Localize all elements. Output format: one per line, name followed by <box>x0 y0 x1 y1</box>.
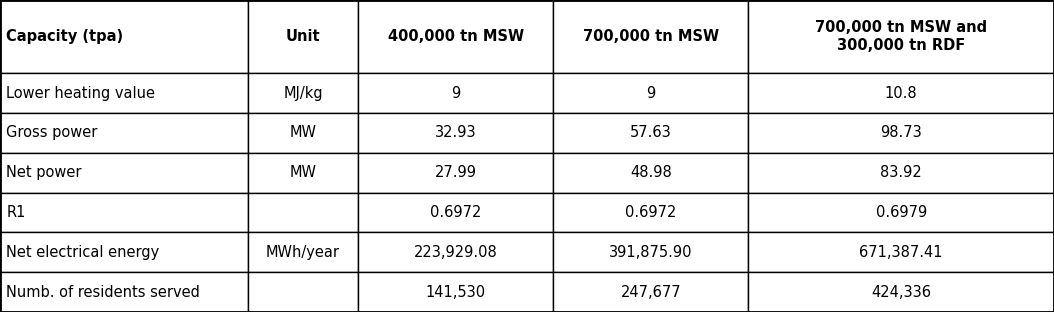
Text: 83.92: 83.92 <box>880 165 922 180</box>
Text: 141,530: 141,530 <box>426 285 486 300</box>
Bar <box>358 0 553 73</box>
Bar <box>553 272 748 312</box>
Bar <box>553 73 748 113</box>
Bar <box>0 0 248 73</box>
Bar <box>0 232 248 272</box>
Bar <box>248 272 358 312</box>
Text: MW: MW <box>290 125 316 140</box>
Bar <box>248 193 358 232</box>
Bar <box>553 232 748 272</box>
Text: 0.6979: 0.6979 <box>876 205 926 220</box>
Bar <box>748 0 1054 73</box>
Bar <box>748 193 1054 232</box>
Text: 57.63: 57.63 <box>630 125 671 140</box>
Text: 48.98: 48.98 <box>630 165 671 180</box>
Bar <box>748 272 1054 312</box>
Bar <box>248 113 358 153</box>
Text: 391,875.90: 391,875.90 <box>609 245 692 260</box>
Bar <box>248 232 358 272</box>
Bar <box>358 153 553 193</box>
Text: 700,000 tn MSW: 700,000 tn MSW <box>583 29 719 44</box>
Text: 10.8: 10.8 <box>885 86 917 101</box>
Bar <box>553 113 748 153</box>
Bar <box>748 232 1054 272</box>
Text: MJ/kg: MJ/kg <box>284 86 323 101</box>
Text: 700,000 tn MSW and
300,000 tn RDF: 700,000 tn MSW and 300,000 tn RDF <box>815 21 988 53</box>
Bar <box>358 73 553 113</box>
Bar <box>248 73 358 113</box>
Bar <box>748 113 1054 153</box>
Bar <box>248 0 358 73</box>
Text: Lower heating value: Lower heating value <box>6 86 155 101</box>
Text: 400,000 tn MSW: 400,000 tn MSW <box>388 29 524 44</box>
Bar <box>748 153 1054 193</box>
Bar <box>748 73 1054 113</box>
Bar <box>0 113 248 153</box>
Bar <box>358 232 553 272</box>
Bar <box>358 193 553 232</box>
Bar <box>0 73 248 113</box>
Bar <box>553 0 748 73</box>
Text: Net power: Net power <box>6 165 82 180</box>
Bar <box>358 272 553 312</box>
Bar <box>0 153 248 193</box>
Text: Net electrical energy: Net electrical energy <box>6 245 159 260</box>
Bar <box>358 113 553 153</box>
Bar <box>553 153 748 193</box>
Text: 9: 9 <box>646 86 656 101</box>
Text: 0.6972: 0.6972 <box>430 205 482 220</box>
Text: R1: R1 <box>6 205 25 220</box>
Text: 9: 9 <box>451 86 461 101</box>
Text: 424,336: 424,336 <box>872 285 931 300</box>
Text: 0.6972: 0.6972 <box>625 205 677 220</box>
Text: 32.93: 32.93 <box>435 125 476 140</box>
Bar <box>553 193 748 232</box>
Text: MW: MW <box>290 165 316 180</box>
Text: 98.73: 98.73 <box>880 125 922 140</box>
Text: Gross power: Gross power <box>6 125 98 140</box>
Text: Capacity (tpa): Capacity (tpa) <box>6 29 123 44</box>
Bar <box>248 153 358 193</box>
Text: 27.99: 27.99 <box>435 165 476 180</box>
Bar <box>0 193 248 232</box>
Text: 671,387.41: 671,387.41 <box>859 245 943 260</box>
Text: 223,929.08: 223,929.08 <box>414 245 497 260</box>
Text: Unit: Unit <box>286 29 320 44</box>
Text: 247,677: 247,677 <box>621 285 681 300</box>
Bar <box>0 272 248 312</box>
Text: Numb. of residents served: Numb. of residents served <box>6 285 200 300</box>
Text: MWh/year: MWh/year <box>266 245 340 260</box>
